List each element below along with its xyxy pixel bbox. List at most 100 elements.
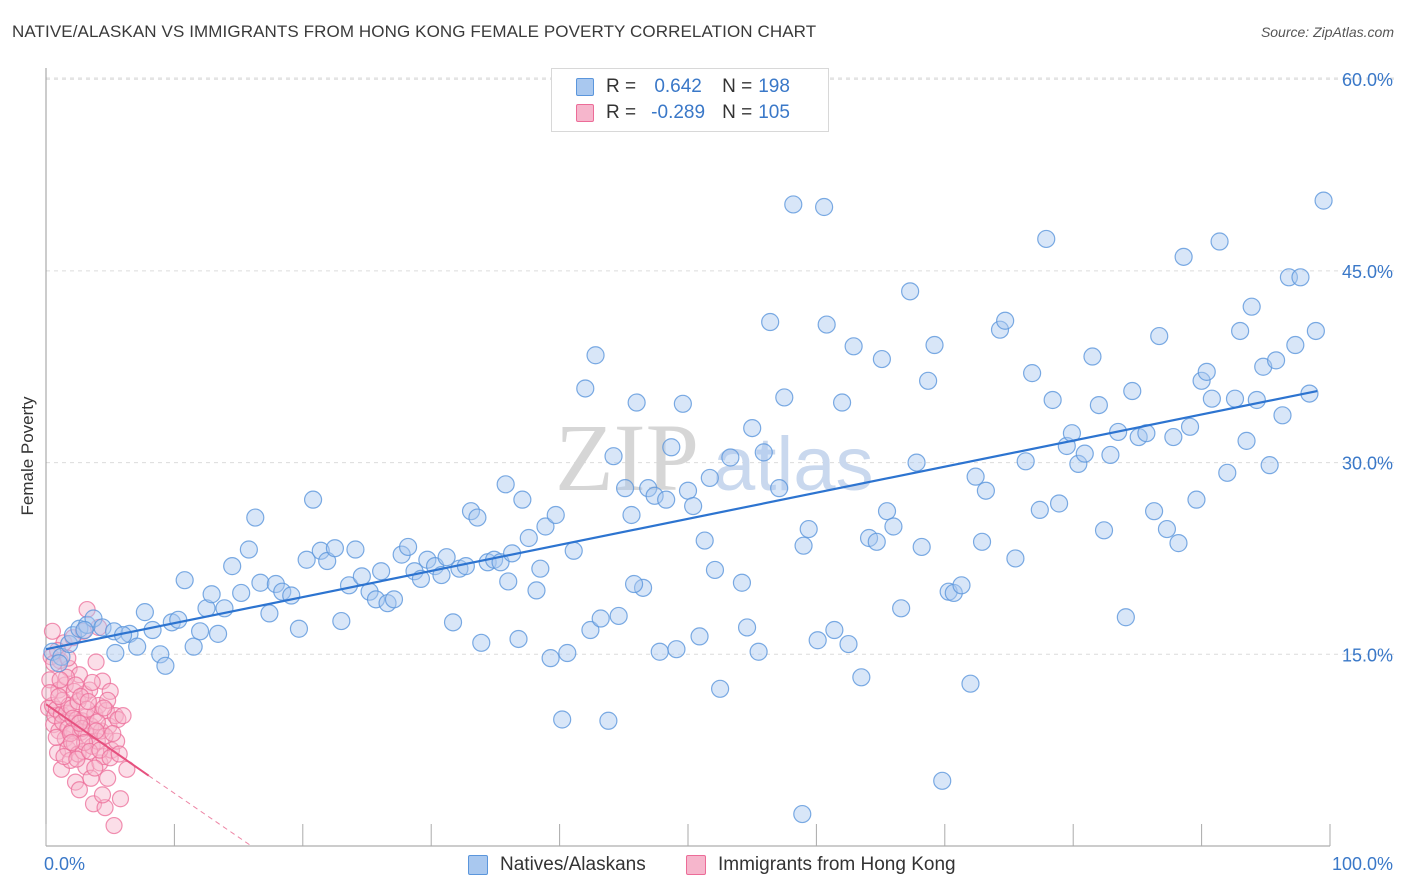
data-point-natives — [372, 562, 391, 581]
data-point-natives — [1231, 321, 1250, 341]
data-point-natives — [784, 195, 803, 214]
y-tick-label: 45.0% — [1342, 262, 1393, 282]
data-point-natives — [1075, 444, 1094, 463]
data-point-natives — [1180, 417, 1200, 436]
data-point-natives — [925, 335, 944, 355]
data-point-natives — [867, 532, 886, 551]
data-point-natives — [952, 576, 971, 595]
data-point-natives — [1030, 500, 1049, 519]
data-point-natives — [289, 619, 309, 638]
bottom-legend-hong-kong: Immigrants from Hong Kong — [686, 852, 956, 878]
data-point-natives — [541, 649, 560, 668]
data-point-natives — [437, 548, 456, 567]
correlation-legend: R = 0.642 N = 198 R = -0.289 N = 105 — [551, 68, 829, 132]
data-point-natives — [721, 448, 740, 467]
data-point-natives — [1192, 371, 1211, 390]
data-point-natives — [239, 540, 258, 559]
data-point-natives — [1202, 389, 1221, 408]
legend-row-natives: R = 0.642 N = 198 — [576, 75, 790, 99]
data-point-hong-kong — [70, 714, 88, 732]
data-point-hong-kong — [70, 781, 88, 799]
data-point-natives — [678, 481, 698, 500]
data-point-natives — [892, 599, 911, 618]
legend-n-value: 105 — [758, 102, 790, 123]
data-point-natives — [1291, 268, 1310, 287]
data-point-natives — [622, 505, 641, 525]
data-point-natives — [604, 447, 623, 466]
data-point-natives — [1218, 463, 1237, 482]
bottom-legend-swatch-blue — [468, 855, 488, 875]
legend-row-hong-kong: R = -0.289 N = 105 — [576, 101, 790, 125]
data-point-natives — [223, 557, 242, 576]
y-tick-label: 30.0% — [1342, 454, 1393, 474]
data-point-hong-kong — [75, 733, 94, 752]
data-point-hong-kong — [86, 759, 104, 777]
legend-n-label: N = — [722, 102, 753, 123]
data-point-natives — [332, 611, 351, 631]
data-point-natives — [1242, 297, 1261, 316]
data-point-hong-kong — [95, 699, 113, 717]
data-point-natives — [586, 346, 605, 365]
data-point-natives — [990, 320, 1010, 339]
data-point-natives — [599, 711, 618, 730]
data-point-natives — [794, 536, 813, 555]
data-point-natives — [496, 475, 515, 494]
data-point-natives — [1174, 247, 1193, 266]
data-point-natives — [352, 567, 371, 586]
data-point-natives — [761, 312, 780, 332]
source-label: Source: ZipAtlas.com — [1260, 24, 1394, 40]
data-point-natives — [633, 578, 653, 597]
bottom-legend-swatch-pink — [686, 855, 706, 875]
data-point-hong-kong — [50, 687, 68, 706]
data-point-natives — [1123, 381, 1142, 401]
data-point-natives — [737, 618, 757, 637]
data-point-hong-kong — [41, 684, 59, 702]
data-point-natives — [260, 604, 279, 623]
data-point-natives — [311, 541, 330, 560]
data-point-natives — [852, 668, 871, 687]
watermark: ZIP atlas — [555, 404, 874, 511]
data-point-natives — [872, 349, 891, 369]
data-point-natives — [246, 508, 265, 527]
data-point-natives — [1069, 454, 1088, 473]
watermark-atlas: atlas — [713, 422, 874, 507]
legend-n-label: N = — [722, 76, 753, 97]
data-point-natives — [907, 453, 926, 472]
x-tick-label: 0.0% — [44, 854, 85, 874]
data-point-natives — [966, 467, 985, 486]
trend-line-natives — [45, 389, 1318, 651]
data-point-natives — [972, 532, 992, 551]
legend-r-value: -0.289 — [651, 102, 706, 123]
data-point-natives — [513, 490, 532, 509]
data-point-natives — [581, 620, 600, 640]
trend-lines — [45, 389, 1318, 847]
data-point-natives — [976, 481, 995, 500]
data-point-natives — [627, 393, 646, 412]
data-point-hong-kong — [87, 722, 105, 740]
data-point-natives — [645, 486, 664, 505]
legend-r-label: R = — [606, 76, 637, 97]
data-point-natives — [527, 581, 546, 600]
data-point-hong-kong — [79, 692, 97, 711]
data-point-natives — [933, 771, 952, 790]
data-point-natives — [615, 479, 635, 498]
data-point-hong-kong — [51, 671, 69, 689]
data-point-natives — [531, 559, 550, 578]
data-point-natives — [832, 393, 852, 412]
data-point-natives — [1116, 608, 1135, 627]
data-point-natives — [1197, 362, 1216, 381]
data-point-hong-kong — [43, 622, 62, 640]
data-point-natives — [690, 627, 709, 646]
data-point-hong-kong — [63, 733, 81, 752]
data-point-natives — [1101, 445, 1120, 465]
data-point-natives — [695, 531, 714, 550]
data-point-hong-kong — [47, 728, 65, 746]
data-point-natives — [1187, 490, 1206, 509]
data-point-natives — [1144, 502, 1164, 521]
data-point-natives — [817, 315, 836, 334]
data-point-natives — [251, 573, 270, 592]
data-point-natives — [1006, 549, 1025, 568]
data-point-natives — [297, 550, 316, 569]
data-point-natives — [175, 571, 194, 590]
